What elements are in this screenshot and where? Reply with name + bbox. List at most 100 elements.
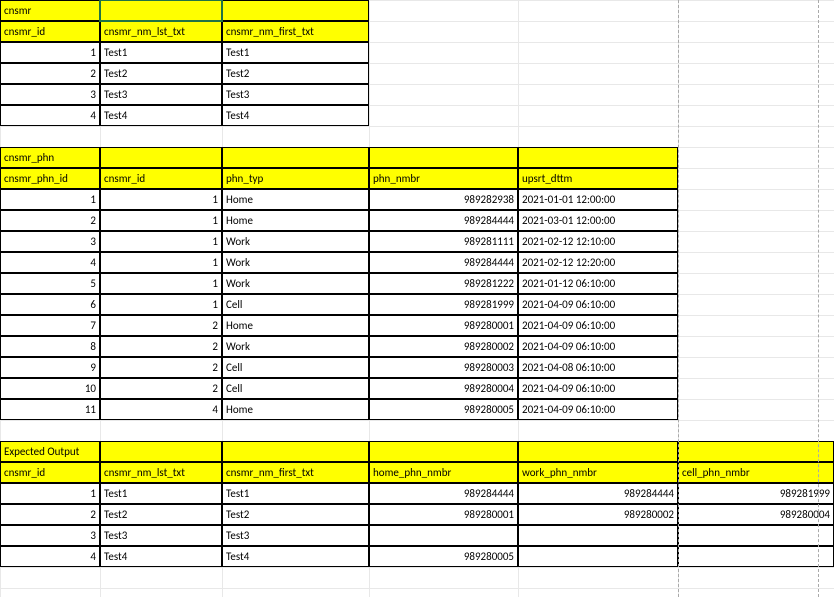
cnsmr_phn-cell[interactable]: 2021-04-09 06:10:00 [518,294,678,315]
expected-cell[interactable]: 2 [0,504,100,525]
cnsmr_phn-cell[interactable]: 2021-04-09 06:10:00 [518,378,678,399]
cnsmr_phn-cell[interactable]: 2021-02-12 12:20:00 [518,252,678,273]
cnsmr_phn-cell[interactable]: 4 [0,252,100,273]
cnsmr_phn-header[interactable]: cnsmr_phn_id [0,168,100,189]
expected-cell[interactable]: Test4 [100,546,222,567]
expected-cell[interactable]: 3 [0,525,100,546]
spreadsheet-viewport[interactable]: cnsmrcnsmr_idcnsmr_nm_lst_txtcnsmr_nm_fi… [0,0,834,597]
cnsmr_phn-cell[interactable]: Cell [222,378,369,399]
cnsmr_phn-title-band[interactable] [222,147,369,168]
cnsmr_phn-cell[interactable]: 989280003 [369,357,518,378]
expected-cell[interactable] [678,525,834,546]
cnsmr_phn-cell[interactable]: Cell [222,294,369,315]
cnsmr_phn-cell[interactable]: 4 [100,399,222,420]
cnsmr_phn-cell[interactable]: 6 [0,294,100,315]
expected-title-band[interactable] [100,441,222,462]
expected-cell[interactable]: 989280004 [678,504,834,525]
expected-cell[interactable]: Test2 [222,504,369,525]
cnsmr_phn-cell[interactable]: 2021-04-08 06:10:00 [518,357,678,378]
cnsmr_phn-cell[interactable]: 10 [0,378,100,399]
cnsmr_phn-cell[interactable]: 989280005 [369,399,518,420]
cnsmr_phn-cell[interactable]: Work [222,231,369,252]
cnsmr_phn-header[interactable]: upsrt_dttm [518,168,678,189]
expected-cell[interactable]: 4 [0,546,100,567]
cnsmr-header[interactable]: cnsmr_id [0,21,100,42]
cnsmr_phn-cell[interactable]: Work [222,336,369,357]
expected-header[interactable]: cell_phn_nmbr [678,462,834,483]
cnsmr_phn-cell[interactable]: 1 [0,189,100,210]
cnsmr_phn-cell[interactable]: 2 [100,315,222,336]
cnsmr_phn-cell[interactable]: 989282938 [369,189,518,210]
cnsmr_phn-cell[interactable]: 3 [0,231,100,252]
cnsmr_phn-cell[interactable]: 2 [100,378,222,399]
cnsmr-cell[interactable]: Test1 [222,42,369,63]
expected-cell[interactable]: 989281999 [678,483,834,504]
expected-header[interactable]: cnsmr_id [0,462,100,483]
expected-cell[interactable]: 989280002 [518,504,678,525]
cnsmr-cell[interactable]: 1 [0,42,100,63]
cnsmr_phn-cell[interactable]: 989284444 [369,252,518,273]
cnsmr-title-band[interactable] [222,0,369,21]
expected-cell[interactable] [369,525,518,546]
cnsmr_phn-cell[interactable]: 7 [0,315,100,336]
expected-cell[interactable] [518,525,678,546]
cnsmr-cell[interactable]: 3 [0,84,100,105]
cnsmr_phn-cell[interactable]: 2021-03-01 12:00:00 [518,210,678,231]
cnsmr_phn-cell[interactable]: Work [222,252,369,273]
cnsmr_phn-cell[interactable]: 2021-04-09 06:10:00 [518,399,678,420]
cnsmr_phn-cell[interactable]: 989280002 [369,336,518,357]
cnsmr_phn-cell[interactable]: 2021-04-09 06:10:00 [518,336,678,357]
cnsmr_phn-cell[interactable]: 1 [100,294,222,315]
cnsmr_phn-cell[interactable]: 1 [100,210,222,231]
cnsmr_phn-title-band[interactable] [100,147,222,168]
cnsmr_phn-title-band[interactable] [369,147,518,168]
expected-cell[interactable]: Test2 [100,504,222,525]
cnsmr_phn-title-band[interactable] [518,147,678,168]
expected-cell[interactable]: Test4 [222,546,369,567]
cnsmr_phn-cell[interactable]: 1 [100,231,222,252]
cnsmr_phn-cell[interactable]: 1 [100,189,222,210]
cnsmr_phn-cell[interactable]: 2021-01-01 12:00:00 [518,189,678,210]
cnsmr-header[interactable]: cnsmr_nm_lst_txt [100,21,222,42]
cnsmr_phn-cell[interactable]: 989284444 [369,210,518,231]
cnsmr-cell[interactable]: Test2 [100,63,222,84]
cnsmr_phn-cell[interactable]: Home [222,210,369,231]
cnsmr-cell[interactable]: Test3 [222,84,369,105]
cnsmr-cell[interactable]: Test1 [100,42,222,63]
cnsmr-cell[interactable]: Test2 [222,63,369,84]
cnsmr_phn-cell[interactable]: 2 [0,210,100,231]
expected-cell[interactable]: 1 [0,483,100,504]
cnsmr_phn-cell[interactable]: 2 [100,357,222,378]
cnsmr_phn-title[interactable]: cnsmr_phn [0,147,100,168]
cnsmr_phn-cell[interactable]: 1 [100,252,222,273]
cnsmr_phn-cell[interactable]: 11 [0,399,100,420]
expected-cell[interactable] [518,546,678,567]
expected-cell[interactable]: Test3 [100,525,222,546]
cnsmr-cell[interactable]: Test4 [100,105,222,126]
expected-cell[interactable]: 989284444 [518,483,678,504]
cnsmr_phn-cell[interactable]: 5 [0,273,100,294]
cnsmr_phn-cell[interactable]: 1 [100,273,222,294]
expected-cell[interactable]: 989280005 [369,546,518,567]
expected-title-band[interactable] [678,441,834,462]
cnsmr-title[interactable]: cnsmr [0,0,100,21]
expected-title-band[interactable] [222,441,369,462]
cnsmr-cell[interactable]: Test3 [100,84,222,105]
cnsmr_phn-cell[interactable]: Cell [222,357,369,378]
cnsmr-cell[interactable]: 4 [0,105,100,126]
expected-title[interactable]: Expected Output [0,441,100,462]
cnsmr_phn-cell[interactable]: 2021-04-09 06:10:00 [518,315,678,336]
cnsmr_phn-cell[interactable]: 989281111 [369,231,518,252]
cnsmr_phn-cell[interactable]: 989280001 [369,315,518,336]
expected-cell[interactable]: Test3 [222,525,369,546]
cnsmr_phn-cell[interactable]: 989281999 [369,294,518,315]
cnsmr_phn-cell[interactable]: Work [222,273,369,294]
cnsmr_phn-cell[interactable]: 2021-02-12 12:10:00 [518,231,678,252]
cnsmr_phn-cell[interactable]: 9 [0,357,100,378]
expected-header[interactable]: work_phn_nmbr [518,462,678,483]
expected-header[interactable]: home_phn_nmbr [369,462,518,483]
expected-title-band[interactable] [518,441,678,462]
expected-cell[interactable] [678,546,834,567]
cnsmr_phn-cell[interactable]: 989281222 [369,273,518,294]
expected-title-band[interactable] [369,441,518,462]
